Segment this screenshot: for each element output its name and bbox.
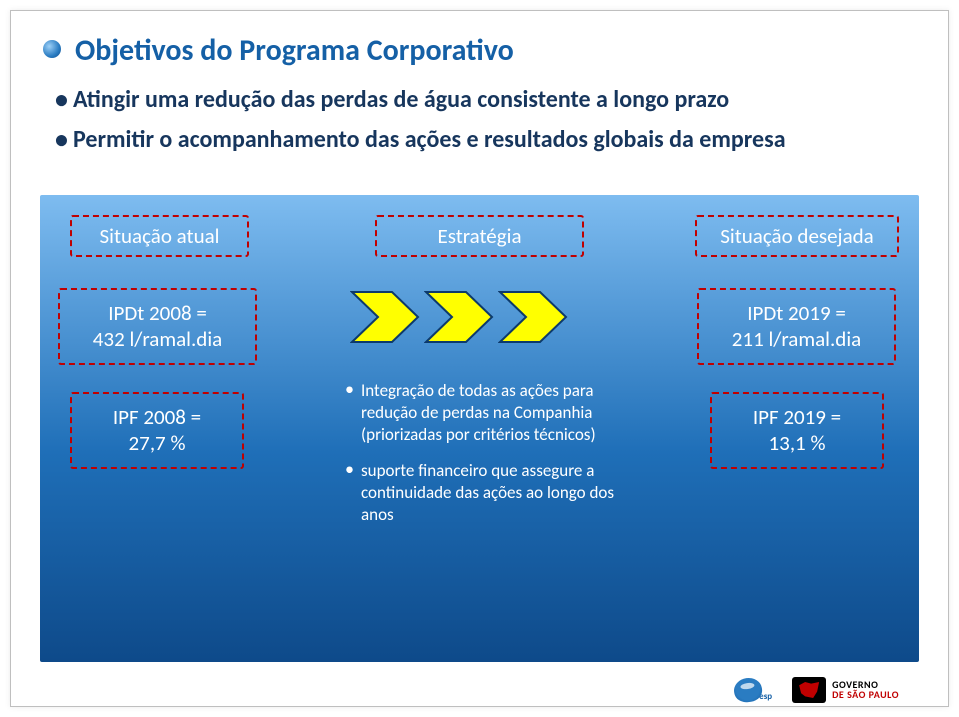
bullet-item: Permitir o acompanhamento das ações e re… — [55, 125, 899, 155]
strategy-text: Integração de todas as ações para reduçã… — [345, 380, 615, 541]
desired-ipdt-box: IPDt 2019 = 211 l/ramal.dia — [697, 288, 896, 365]
arrow-row — [350, 290, 568, 344]
slide-title: Objetivos do Programa Corporativo — [75, 32, 514, 69]
footer-logos: sabesp GOVERNO DE SÃO PAULO — [734, 677, 899, 703]
desired-ipdt-value: 211 l/ramal.dia — [709, 326, 884, 352]
bullet-list: Atingir uma redução das perdas de água c… — [55, 85, 899, 165]
gov-logo: GOVERNO DE SÃO PAULO — [792, 677, 899, 703]
chevron-arrow-icon — [498, 290, 568, 344]
desired-ipf-label: IPF 2019 = — [722, 404, 872, 430]
desired-ipdt-label: IPDt 2019 = — [709, 300, 884, 326]
gov-text: GOVERNO DE SÃO PAULO — [832, 680, 899, 700]
header-current: Situação atual — [70, 215, 249, 257]
gov-line2: DE SÃO PAULO — [832, 690, 899, 700]
current-ipf-box: IPF 2008 = 27,7 % — [70, 392, 244, 469]
title-bullet-icon — [43, 40, 61, 58]
chevron-arrow-icon — [350, 290, 420, 344]
bullet-item: Atingir uma redução das perdas de água c… — [55, 85, 899, 115]
current-ipf-label: IPF 2008 = — [82, 404, 232, 430]
header-strategy: Estratégia — [375, 215, 584, 257]
current-ipf-value: 27,7 % — [82, 430, 232, 456]
desired-ipf-value: 13,1 % — [722, 430, 872, 456]
strategy-item: suporte financeiro que assegure a contin… — [345, 460, 615, 526]
chevron-arrow-icon — [424, 290, 494, 344]
header-desired: Situação desejada — [695, 215, 899, 257]
current-ipdt-box: IPDt 2008 = 432 l/ramal.dia — [58, 288, 257, 365]
gov-flag-icon — [792, 677, 826, 703]
strategy-item: Integração de todas as ações para reduçã… — [345, 380, 615, 446]
desired-ipf-box: IPF 2019 = 13,1 % — [710, 392, 884, 469]
current-ipdt-value: 432 l/ramal.dia — [70, 326, 245, 352]
current-ipdt-label: IPDt 2008 = — [70, 300, 245, 326]
